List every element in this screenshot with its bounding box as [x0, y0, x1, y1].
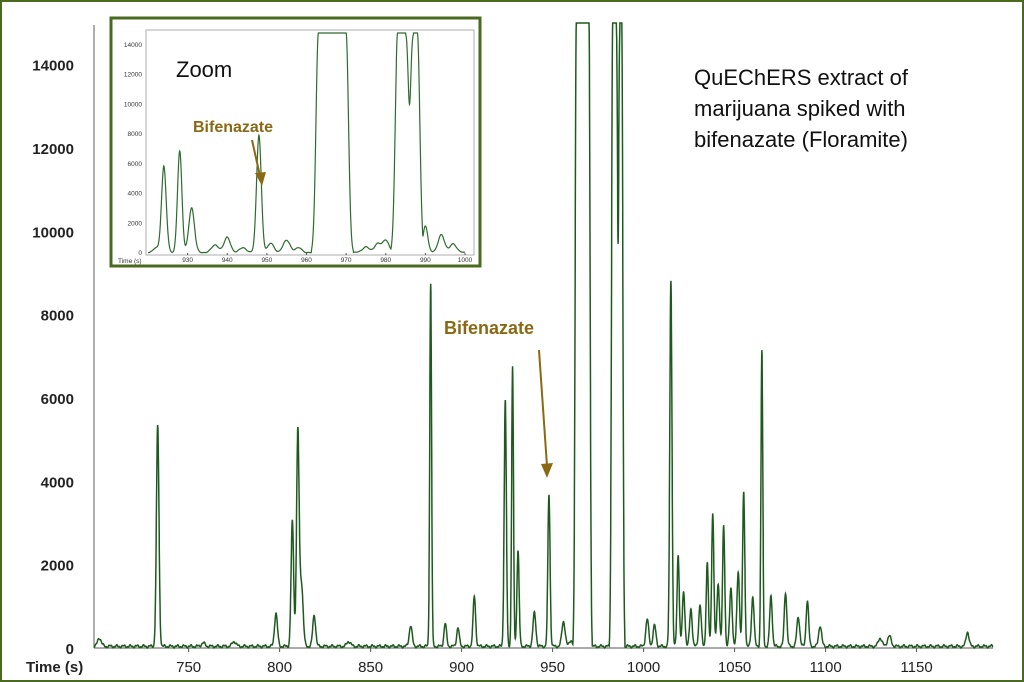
main-x-tick-label: 1050 — [718, 659, 751, 676]
zoom-x-tick-label: 1000 — [458, 257, 473, 264]
zoom-x-tick-label: 980 — [380, 257, 391, 264]
main-y-tick-label: 2000 — [41, 558, 74, 575]
zoom-x-tick-label: 960 — [301, 257, 312, 264]
bifenazate-arrow — [538, 349, 553, 478]
zoom-bifenazate-arrow — [251, 139, 266, 186]
main-x-tick-label: 1150 — [900, 659, 932, 676]
main-x-tick-label: 1000 — [627, 659, 660, 676]
main-x-tick-label: 850 — [358, 659, 383, 676]
main-y-tick-label: 12000 — [32, 141, 74, 158]
main-ticks: 750 800 850 900 950 1000 1050 1100 1150 0 2000 4000… — [32, 58, 932, 676]
description-line-3: bifenazate (Floramite) — [694, 127, 908, 152]
main-y-tick-label: 6000 — [41, 391, 74, 408]
zoom-y-tick-label: 2000 — [128, 220, 143, 227]
description-text: QuEChERS extract of marijuana spiked wit… — [694, 65, 909, 152]
zoom-y-tick-label: 4000 — [128, 191, 143, 198]
zoom-y-tick-label: 0 — [138, 250, 142, 257]
zoom-inset-title: Zoom — [176, 57, 232, 82]
zoom-y-tick-label: 8000 — [128, 131, 143, 138]
main-chromatogram-trace — [93, 22, 994, 649]
main-y-tick-label: 4000 — [41, 474, 74, 491]
bifenazate-annotation: Bifenazate — [444, 318, 534, 338]
zoom-x-tick-label: 970 — [341, 257, 352, 264]
main-x-axis-label: Time (s) — [26, 659, 83, 676]
zoom-x-tick-label: 930 — [182, 257, 193, 264]
main-x-tick-label: 950 — [540, 659, 565, 676]
zoom-inset: 930 940 950 960 970 980 990 1000020004000600080… — [109, 16, 482, 268]
zoom-y-tick-label: 12000 — [124, 72, 142, 79]
zoom-inset-ticks: 930 940 950 960 970 980 990 1000020004000600080… — [124, 42, 473, 264]
zoom-x-tick-label: 950 — [261, 257, 272, 264]
zoom-y-tick-label: 10000 — [124, 101, 142, 108]
main-x-tick-label: 750 — [176, 659, 201, 676]
zoom-y-tick-label: 14000 — [124, 42, 142, 49]
main-y-tick-label: 10000 — [32, 224, 74, 241]
description-line-1: QuEChERS extract of — [694, 65, 909, 90]
main-x-tick-label: 900 — [449, 659, 474, 676]
main-y-tick-label: 8000 — [41, 308, 74, 325]
zoom-x-tick-label: 940 — [222, 257, 233, 264]
main-x-tick-label: 800 — [267, 659, 292, 676]
zoom-bifenazate-annotation: Bifenazate — [193, 119, 273, 136]
zoom-inset-trace — [148, 32, 466, 254]
zoom-x-tick-label: 990 — [420, 257, 431, 264]
description-line-2: marijuana spiked with — [694, 96, 906, 121]
zoom-y-tick-label: 6000 — [128, 161, 143, 168]
main-x-tick-label: 1100 — [809, 659, 841, 676]
main-y-tick-label: 14000 — [32, 58, 74, 75]
main-y-tick-label: 0 — [66, 641, 74, 658]
zoom-inset-x-axis-label: Time (s) — [118, 258, 142, 265]
